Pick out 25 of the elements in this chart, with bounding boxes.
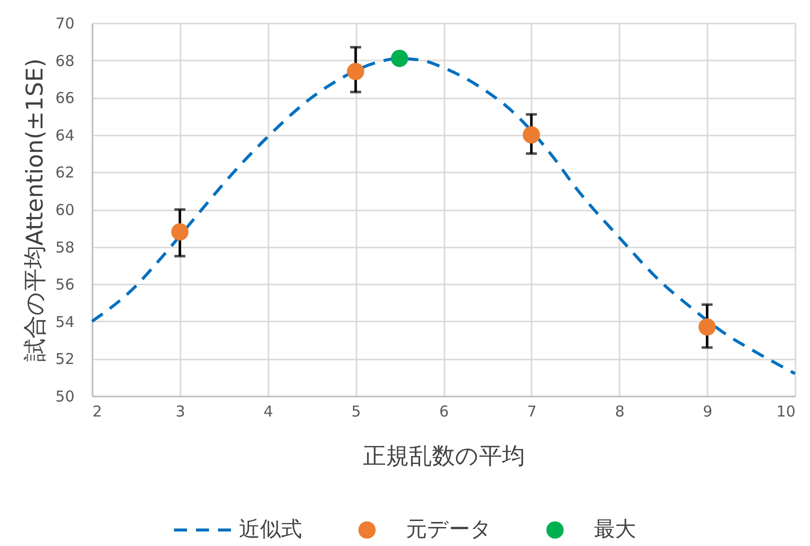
legend-label: 最大 [594, 517, 636, 541]
y-tick-label: 52 [55, 350, 74, 368]
y-tick-label: 56 [55, 276, 74, 294]
x-tick-label: 5 [351, 402, 361, 420]
x-tick-label: 7 [527, 402, 537, 420]
y-tick-label: 60 [55, 201, 74, 219]
legend-label: 元データ [406, 517, 492, 541]
y-axis-title: 試合の平均Attention(±1SE) [22, 58, 48, 362]
x-axis-title: 正規乱数の平均 [363, 444, 525, 470]
y-tick-label: 64 [55, 126, 74, 144]
y-tick-label: 70 [55, 14, 74, 32]
y-tick-label: 50 [55, 388, 74, 406]
legend-label: 近似式 [239, 517, 302, 541]
y-tick-label: 68 [55, 52, 74, 70]
y-tick-label: 54 [55, 312, 74, 331]
x-tick-label: 6 [439, 402, 449, 420]
x-tick-label: 4 [263, 402, 274, 420]
y-tick-label: 62 [55, 164, 74, 182]
y-tick-label: 66 [55, 89, 74, 108]
x-tick-label: 2 [92, 402, 102, 420]
x-tick-label: 3 [176, 402, 186, 420]
y-tick-label: 58 [55, 238, 74, 256]
x-tick-label: 8 [614, 402, 625, 420]
x-tick-label: 9 [702, 402, 712, 420]
x-tick-label: 10 [776, 402, 796, 420]
